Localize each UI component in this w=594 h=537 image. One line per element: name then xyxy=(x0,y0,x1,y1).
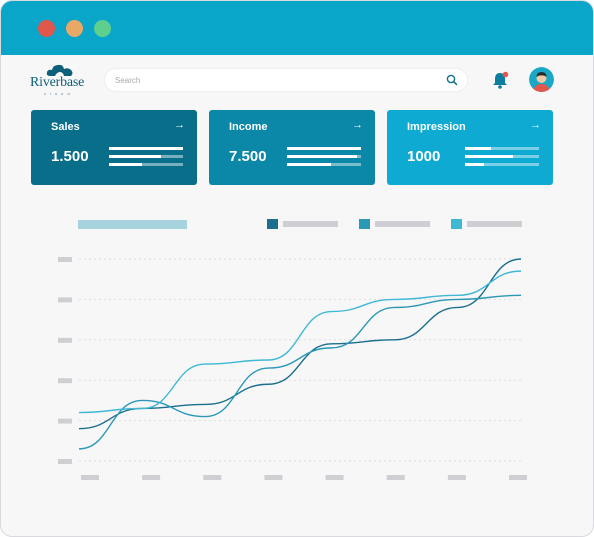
progress-fill xyxy=(287,155,358,158)
progress-bar xyxy=(465,155,539,158)
card-title: Sales xyxy=(51,121,80,133)
progress-bar xyxy=(109,163,183,166)
series-line-3 xyxy=(78,270,522,414)
legend-swatch xyxy=(451,219,462,229)
y-tick-placeholder xyxy=(58,257,72,262)
x-tick-placeholder xyxy=(386,475,405,480)
legend-label-placeholder xyxy=(375,221,430,227)
avatar[interactable] xyxy=(529,67,554,92)
x-tick-placeholder xyxy=(142,475,161,480)
close-window-button[interactable] xyxy=(38,20,55,37)
sales-card[interactable]: Sales → 1.500 xyxy=(31,110,197,185)
title-bar xyxy=(1,1,593,55)
series-line-2 xyxy=(78,294,522,450)
progress-fill xyxy=(109,163,143,166)
progress-bar xyxy=(287,163,361,166)
search-bar[interactable] xyxy=(105,69,467,91)
card-value: 7.500 xyxy=(229,148,267,165)
series-line-1 xyxy=(78,258,522,430)
y-tick-placeholder xyxy=(58,297,72,303)
progress-bars xyxy=(287,147,361,167)
arrow-right-icon[interactable]: → xyxy=(174,119,185,131)
brand-name: Riverbase xyxy=(30,75,85,90)
x-tick-placeholder xyxy=(203,475,222,480)
x-tick-placeholder xyxy=(325,475,344,480)
search-input[interactable] xyxy=(115,72,435,88)
progress-bars xyxy=(465,147,539,167)
legend-swatch xyxy=(359,219,370,229)
impression-card[interactable]: Impression → 1000 xyxy=(387,110,553,185)
legend-swatch xyxy=(267,219,278,229)
progress-bar xyxy=(287,147,361,150)
progress-fill xyxy=(465,163,484,166)
card-value: 1000 xyxy=(407,148,441,165)
arrow-right-icon[interactable]: → xyxy=(530,119,541,131)
progress-fill xyxy=(465,147,491,150)
y-tick-placeholder xyxy=(58,459,72,464)
line-chart xyxy=(58,257,527,480)
progress-bar xyxy=(109,155,183,158)
y-tick-placeholder xyxy=(58,378,72,384)
progress-fill xyxy=(465,155,514,158)
brand-subtitle: cloud xyxy=(44,91,74,96)
card-value: 1.500 xyxy=(51,148,89,165)
progress-fill xyxy=(109,147,183,150)
progress-fill xyxy=(287,147,361,150)
legend-label-placeholder xyxy=(467,221,522,227)
y-tick-placeholder xyxy=(58,337,72,343)
y-tick-placeholder xyxy=(58,418,72,424)
search-icon[interactable] xyxy=(446,74,458,86)
bell-icon[interactable] xyxy=(490,70,510,90)
x-tick-placeholder xyxy=(447,475,466,480)
brand-logo[interactable]: Riverbase cloud xyxy=(30,63,92,96)
card-title: Income xyxy=(229,121,268,133)
progress-bar xyxy=(465,147,539,150)
minimize-window-button[interactable] xyxy=(66,20,83,37)
x-tick-placeholder xyxy=(81,475,99,480)
card-title: Impression xyxy=(407,121,466,133)
chart-title-placeholder xyxy=(78,220,187,229)
arrow-right-icon[interactable]: → xyxy=(352,119,363,131)
progress-bar xyxy=(109,147,183,150)
progress-bar xyxy=(465,163,539,166)
x-tick-placeholder xyxy=(264,475,283,480)
cloud-logo-icon xyxy=(46,64,73,76)
progress-bars xyxy=(109,147,183,167)
progress-fill xyxy=(109,155,161,158)
x-tick-placeholder xyxy=(509,475,527,480)
income-card[interactable]: Income → 7.500 xyxy=(209,110,375,185)
progress-fill xyxy=(287,163,332,166)
progress-bar xyxy=(287,155,361,158)
maximize-window-button[interactable] xyxy=(94,20,111,37)
legend-label-placeholder xyxy=(283,221,338,227)
